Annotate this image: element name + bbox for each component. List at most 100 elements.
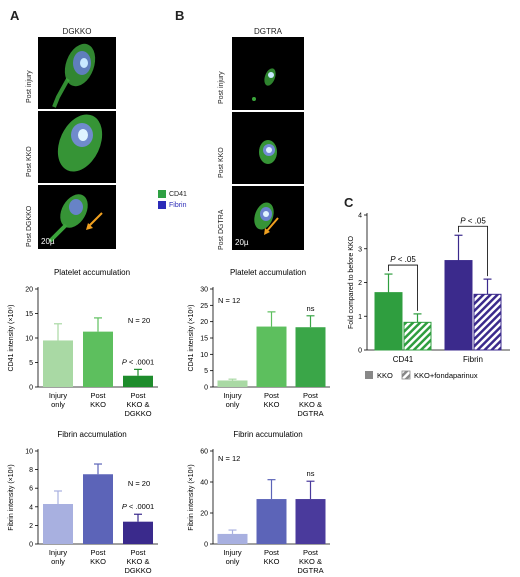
- y-tick-label: 3: [358, 246, 362, 253]
- chart-title: Platelet accumulation: [230, 268, 306, 277]
- x-tick-label-1: Injury: [223, 391, 242, 400]
- legend-item-fibrin: Fibrin: [158, 201, 187, 209]
- x-tick-label-3: DGKKO: [124, 566, 151, 574]
- micrograph-a-post-kko: [38, 111, 116, 183]
- y-tick-label: 0: [29, 542, 33, 549]
- legend-swatch-kko-fondaparinux: [401, 370, 411, 380]
- y-tick-label: 0: [358, 348, 362, 355]
- x-tick-label-1: Injury: [49, 391, 68, 400]
- chart-c-fold-change: Fold compared to before KKO 0 1 2 3 4 P < .05 C…: [348, 213, 510, 380]
- chart-b-fibrin-accumulation: Fibrin accumulation Fibrin intensity (×10…: [188, 430, 330, 574]
- scale-bar-b: 20µ: [235, 238, 249, 247]
- scale-bar-a: 20µ: [41, 237, 55, 246]
- chart-title: Platelet accumulation: [54, 268, 130, 277]
- x-tick-label-3: DGKKO: [124, 409, 151, 416]
- annotation-p-value: P < .05: [390, 255, 416, 264]
- chart-b-platelet-accumulation: Platelet accumulation CD41 intensity (×10…: [188, 268, 330, 416]
- y-tick-label: 0: [204, 385, 208, 392]
- x-tick-label-3: Post: [130, 548, 146, 557]
- x-tick-label-2: Post: [264, 391, 280, 400]
- bar-1: [217, 533, 248, 544]
- y-tick-label: 5: [204, 368, 208, 375]
- bar-3: [295, 327, 326, 387]
- panel-a-title: DGKKO: [62, 27, 92, 36]
- x-tick-label-2: Post: [264, 548, 280, 557]
- y-tick-label: 10: [25, 449, 33, 456]
- y-tick-label: 20: [200, 511, 208, 518]
- legend-label-fibrin: Fibrin: [169, 201, 187, 209]
- label-a-post-kko: Post KKO: [26, 146, 33, 177]
- y-tick-label: 20: [25, 287, 33, 294]
- y-tick-label: 60: [200, 449, 208, 456]
- x-tick-label-2: Post: [90, 548, 106, 557]
- legend-swatch-cd41: [158, 190, 166, 198]
- annotation-n: N = 12: [218, 454, 240, 463]
- bar-cd41-kko: [374, 292, 403, 351]
- panel-letter-b: B: [175, 8, 185, 23]
- image-legend: CD41 Fibrin: [158, 190, 187, 209]
- micrograph-a-post-injury: [38, 37, 116, 109]
- bar-2: [256, 326, 287, 387]
- y-tick-label: 15: [200, 336, 208, 343]
- label-a-post-injury: Post injury: [26, 70, 33, 103]
- bar-1: [43, 504, 73, 544]
- panel-letter-a: A: [10, 8, 20, 23]
- bar-1: [43, 340, 73, 387]
- y-tick-label: 6: [29, 486, 33, 493]
- y-tick-label: 4: [358, 213, 362, 220]
- bar-3: [123, 521, 153, 544]
- x-tick-label-2: Post: [90, 391, 106, 400]
- annotation-significance: ns: [307, 304, 315, 313]
- legend-item-cd41: CD41: [158, 190, 187, 198]
- y-axis-label: CD41 intensity (×10⁶): [8, 305, 15, 372]
- x-tick-label-3: DGTRA: [297, 409, 323, 416]
- annotation-p-value: P < .0001: [122, 357, 154, 366]
- bar-cd41-kko-fondaparinux: [403, 321, 432, 351]
- y-tick-label: 2: [29, 523, 33, 530]
- x-tick-label-3: KKO &: [299, 400, 322, 409]
- x-tick-label-fibrin: Fibrin: [463, 355, 483, 364]
- annotation-p-value: P < .0001: [122, 502, 154, 511]
- bar-2: [83, 474, 113, 544]
- significance-bracket: [388, 264, 418, 311]
- x-tick-label-cd41: CD41: [393, 355, 414, 364]
- panel-b-title: DGTRA: [254, 27, 282, 36]
- y-tick-label: 2: [358, 280, 362, 287]
- bar-3: [295, 499, 326, 544]
- annotation-p-value: P < .05: [460, 216, 486, 225]
- chart-title: Fibrin accumulation: [233, 430, 302, 439]
- annotation-n: N = 20: [128, 316, 150, 325]
- x-tick-label-1: only: [51, 400, 65, 409]
- legend-swatch-kko: [365, 371, 373, 379]
- x-tick-label-1: only: [51, 557, 65, 566]
- bar-fibrin-kko: [444, 260, 473, 351]
- annotation-n: N = 20: [128, 479, 150, 488]
- y-tick-label: 0: [204, 542, 208, 549]
- annotation-n: N = 12: [218, 296, 240, 305]
- x-tick-label-2: KKO: [90, 400, 106, 409]
- y-tick-label: 0: [29, 385, 33, 392]
- micrograph-b-post-injury: [232, 37, 304, 110]
- y-axis-label: Fold compared to before KKO: [348, 235, 355, 329]
- y-tick-label: 10: [25, 336, 33, 343]
- x-tick-label-1: Injury: [223, 548, 242, 557]
- label-b-post-injury: Post injury: [218, 71, 225, 104]
- label-b-post-dgtra: Post DGTRA: [218, 209, 225, 250]
- x-tick-label-1: only: [226, 557, 240, 566]
- y-tick-label: 20: [200, 319, 208, 326]
- label-a-post-dgkko: Post DGKKO: [26, 205, 33, 247]
- chart-a-platelet-accumulation: Platelet accumulation CD41 intensity (×10…: [8, 268, 158, 416]
- y-tick-label: 15: [25, 311, 33, 318]
- y-tick-label: 4: [29, 504, 33, 511]
- y-tick-label: 25: [200, 303, 208, 310]
- bar-2: [256, 499, 287, 544]
- legend-label-cd41: CD41: [169, 190, 187, 198]
- bar-fibrin-kko-fondaparinux: [473, 293, 502, 351]
- label-b-post-kko: Post KKO: [218, 147, 225, 178]
- bar-1: [217, 380, 248, 387]
- y-axis-label: Fibrin intensity (×10⁶): [188, 464, 195, 531]
- y-tick-label: 8: [29, 467, 33, 474]
- y-tick-label: 10: [200, 352, 208, 359]
- chart-title: Fibrin accumulation: [57, 430, 126, 439]
- legend-label-kko-fondaparinux: KKO+fondaparinux: [414, 371, 478, 380]
